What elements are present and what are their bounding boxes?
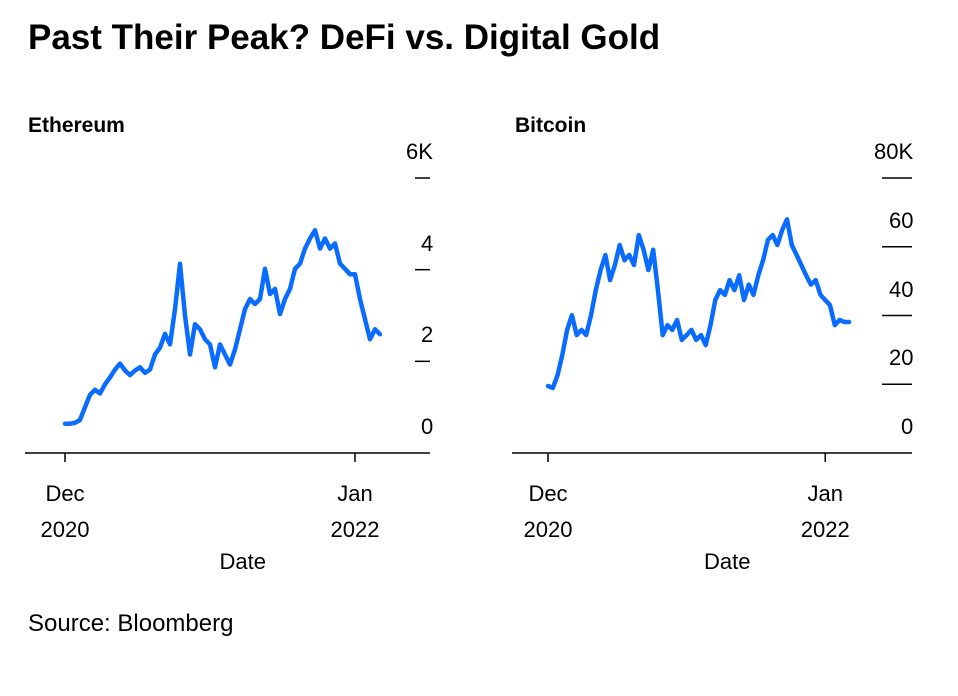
x-axis-label: Date <box>704 549 751 574</box>
x-tick-label: Dec 2020 <box>523 481 573 542</box>
price-line <box>62 227 383 426</box>
panel-title: Ethereum <box>28 114 125 137</box>
y-tick-label: 4 <box>421 230 434 256</box>
y-tick-label: 0 <box>421 414 434 439</box>
y-tick-label: 40 <box>889 276 914 302</box>
y-tick-label: 60 <box>889 207 914 233</box>
y-tick-label: 80K <box>874 139 914 164</box>
chart-title: Past Their Peak? DeFi vs. Digital Gold <box>28 18 661 57</box>
y-tick-label: 2 <box>421 322 434 348</box>
price-line <box>545 217 852 391</box>
x-tick-label: Jan 2022 <box>330 481 380 542</box>
x-tick-label: Jan 2022 <box>800 481 850 542</box>
x-tick-label: Dec 2020 <box>40 481 90 542</box>
y-tick-label: 0 <box>901 414 914 439</box>
panel-title: Bitcoin <box>515 114 587 137</box>
source-note: Source: Bloomberg <box>28 610 234 637</box>
y-tick-label: 6K <box>406 139 433 164</box>
x-axis-label: Date <box>219 549 266 574</box>
y-tick-label: 20 <box>889 345 914 371</box>
